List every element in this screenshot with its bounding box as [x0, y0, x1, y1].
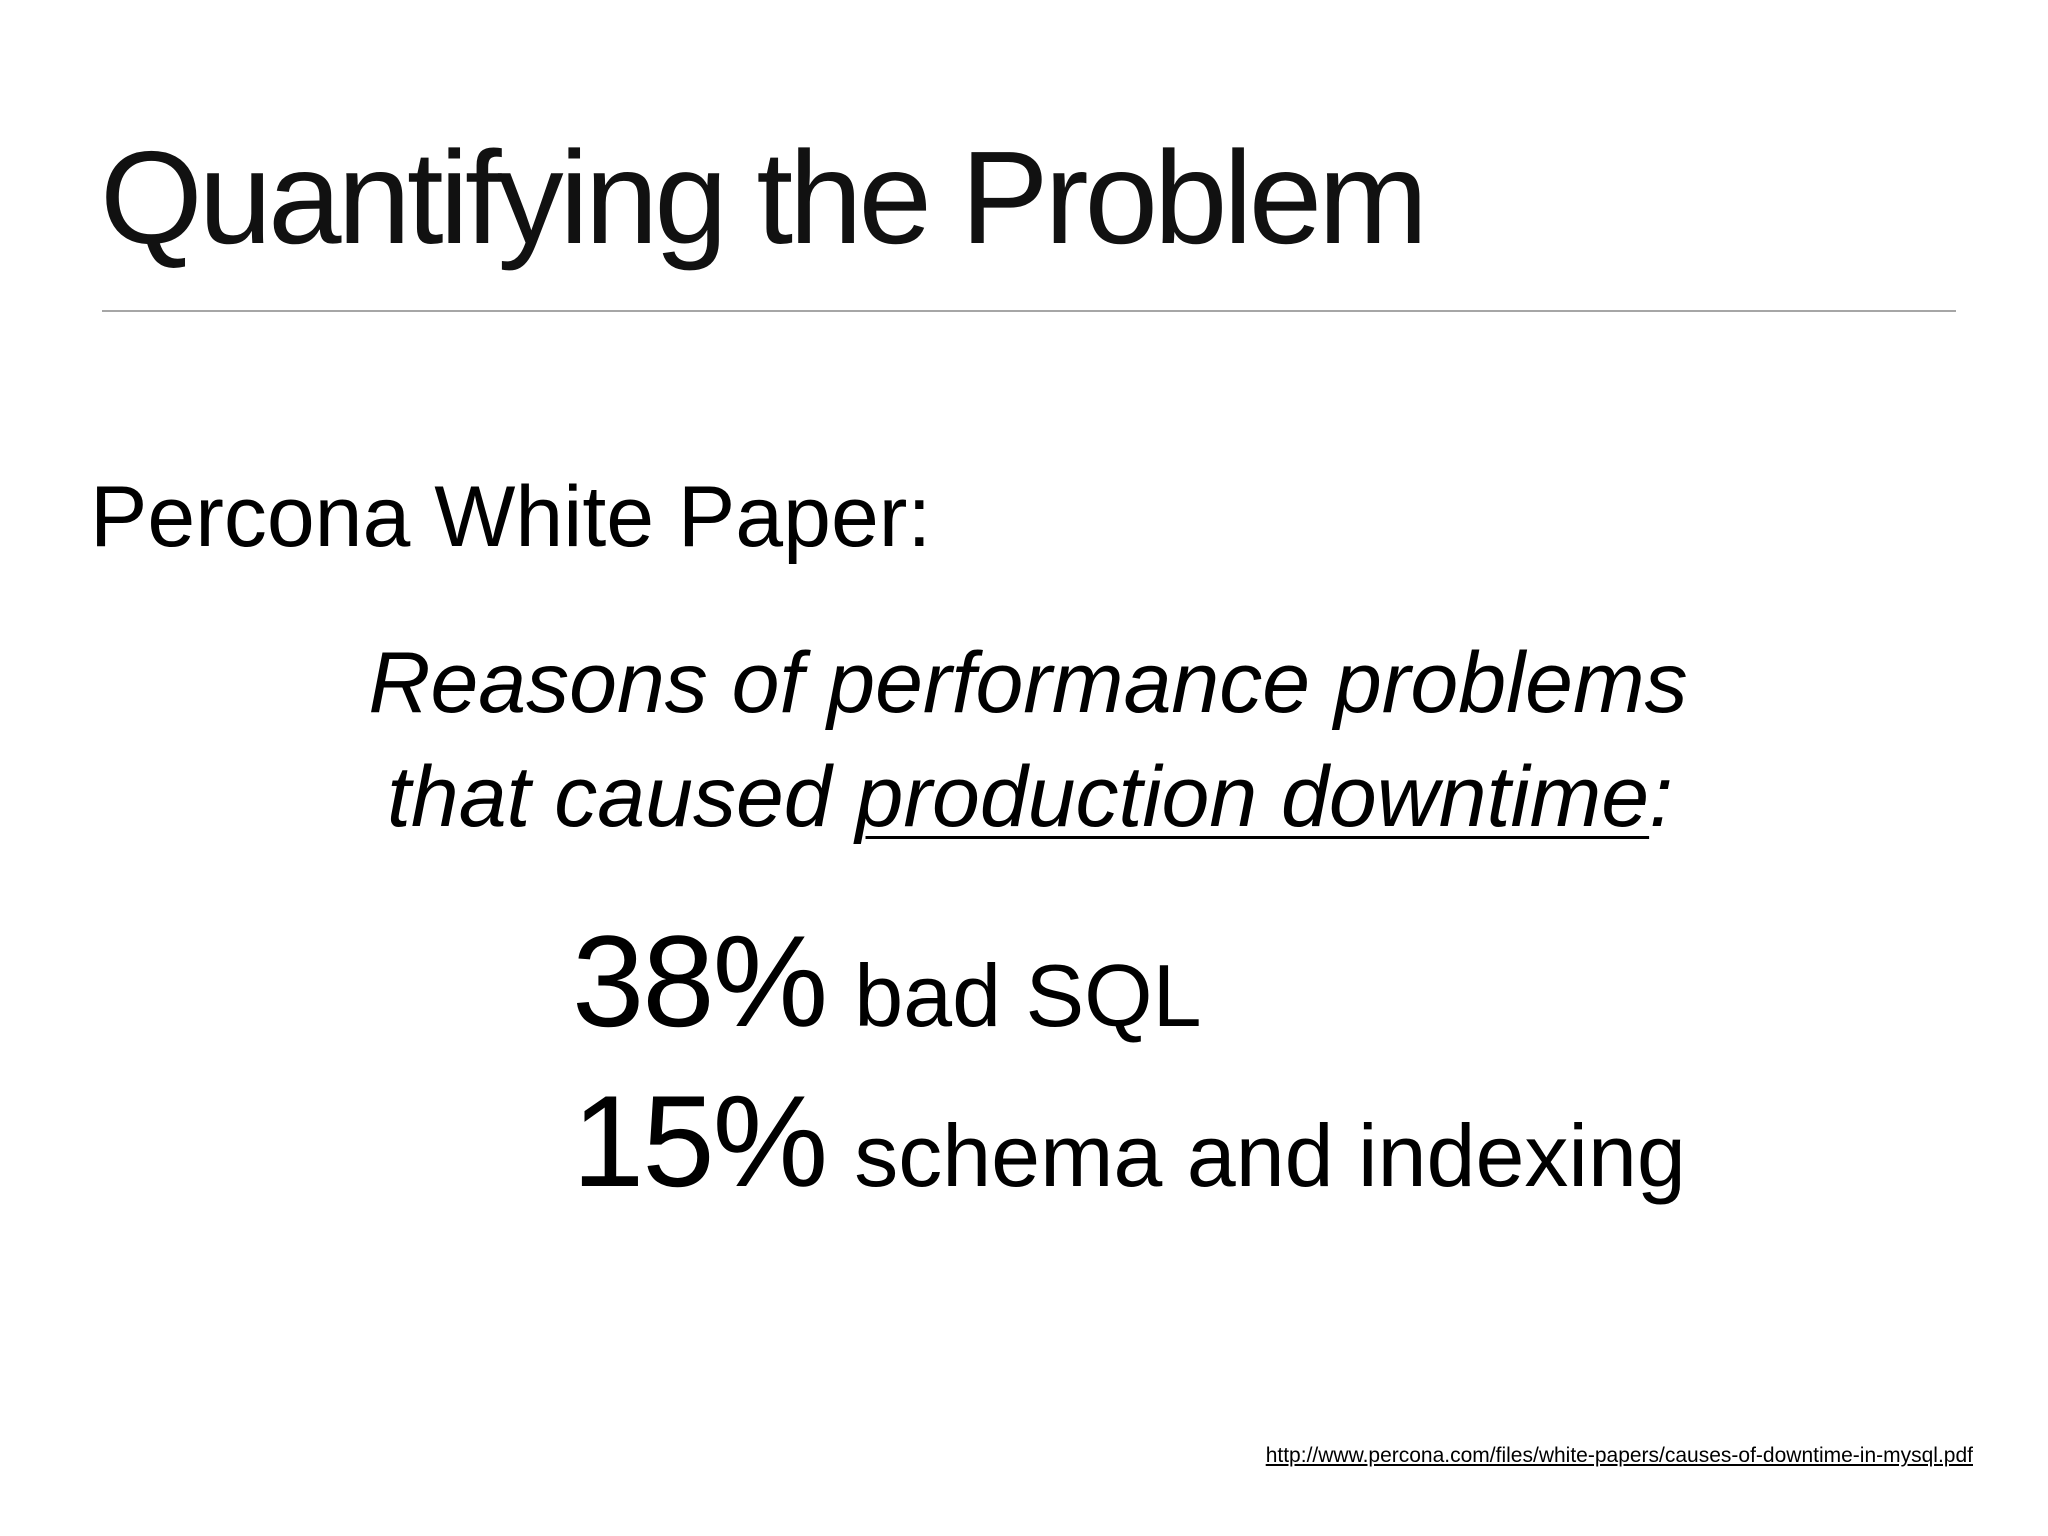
stat-percent: 38%	[572, 908, 828, 1054]
reasons-underlined-phrase: production downtime	[855, 749, 1650, 845]
stat-bad-sql: 38% bad SQL	[572, 910, 1202, 1053]
reasons-line-1: Reasons of performance problems	[368, 635, 1688, 731]
stat-label: schema and indexing	[854, 1106, 1686, 1205]
reasons-line-2-prefix: that caused	[386, 749, 856, 845]
title-divider	[102, 310, 1956, 312]
stat-percent: 15%	[572, 1068, 828, 1214]
reasons-line-2-suffix: :	[1649, 749, 1674, 845]
slide-title: Quantifying the Problem	[100, 124, 1428, 271]
reasons-line-2: that caused production downtime:	[6, 750, 2048, 845]
stat-schema-indexing: 15% schema and indexing	[572, 1070, 1686, 1213]
stat-label: bad SQL	[854, 946, 1202, 1045]
source-heading: Percona White Paper:	[90, 469, 932, 565]
source-link[interactable]: http://www.percona.com/files/white-paper…	[1265, 1444, 1973, 1467]
